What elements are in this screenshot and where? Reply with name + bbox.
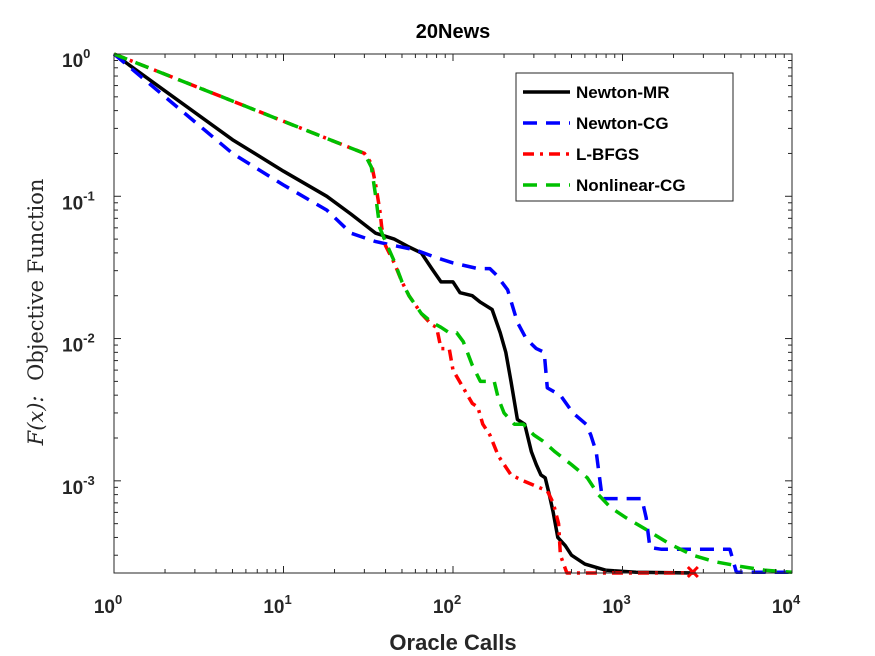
legend: Newton-MR Newton-CG L-BFGS Nonlinear-CG <box>515 72 734 202</box>
legend-label: Newton-CG <box>576 114 669 133</box>
x-tick-label: 103 <box>602 592 630 618</box>
legend-box <box>515 72 734 202</box>
x-tick-label: 100 <box>94 592 122 618</box>
legend-entries: Newton-MR Newton-CG L-BFGS Nonlinear-CG <box>523 83 686 195</box>
y-axis-label-math: F(x): <box>24 396 48 447</box>
y-tick-label: 10-3 <box>62 473 95 499</box>
legend-label: Nonlinear-CG <box>576 176 686 195</box>
y-axis-label: F(x): Objective Function <box>24 179 48 447</box>
x-tick-labels: 100 101 102 103 104 <box>94 592 801 618</box>
series-line-newton-cg <box>112 52 792 574</box>
x-tick-label: 101 <box>263 592 291 618</box>
chart-title: 20News <box>416 21 491 43</box>
axes-box <box>113 53 793 574</box>
series-end-marker <box>686 565 699 579</box>
x-tick-label: 102 <box>433 592 461 618</box>
y-tick-label: 10-1 <box>62 188 95 214</box>
ticks-layer <box>113 54 792 573</box>
y-tick-label: 100 <box>62 46 90 72</box>
series-layer <box>112 52 793 579</box>
y-tick-labels: 100 10-1 10-2 10-3 <box>62 46 95 499</box>
series-line-newton-mr <box>112 52 696 575</box>
legend-label: L-BFGS <box>576 145 639 164</box>
y-axis-label-text: Objective Function <box>24 179 48 381</box>
legend-label: Newton-MR <box>576 83 669 102</box>
x-axis-label: Oracle Calls <box>389 630 516 655</box>
series-line-l-bfgs <box>113 52 693 575</box>
y-tick-label: 10-2 <box>62 331 95 357</box>
x-tick-label: 104 <box>772 592 801 618</box>
